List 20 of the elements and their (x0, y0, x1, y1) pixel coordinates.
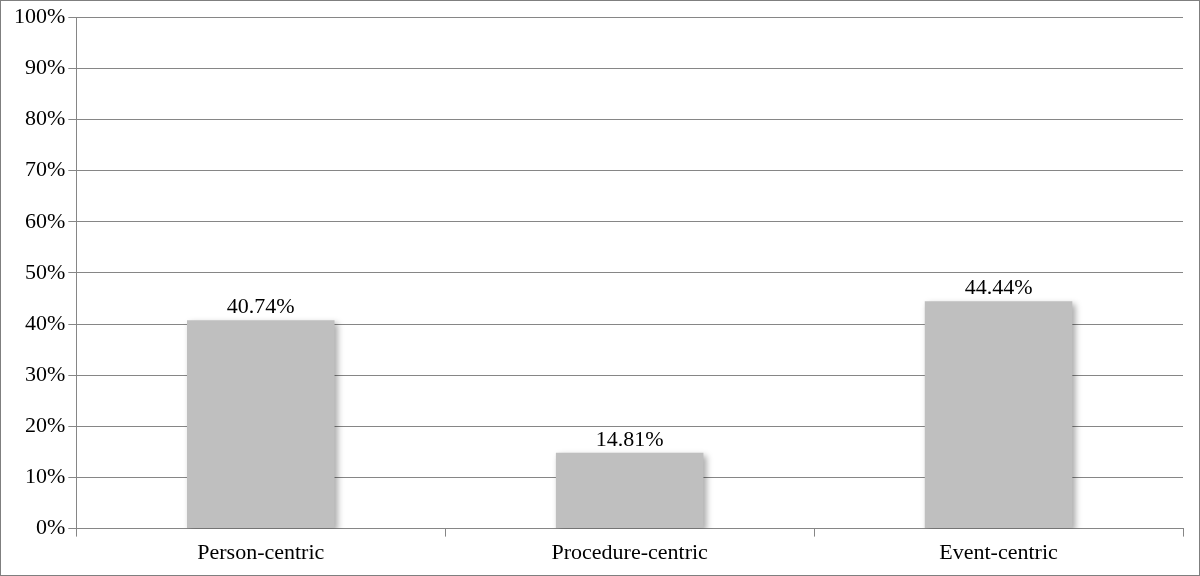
y-tick-label: 0% (36, 514, 66, 540)
data-label: 14.81% (595, 425, 664, 451)
y-tick-label: 70% (25, 156, 66, 182)
data-label: 44.44% (964, 274, 1033, 300)
bar (555, 452, 704, 529)
y-tick-label: 80% (25, 105, 66, 131)
y-tick-label: 20% (25, 412, 66, 438)
y-tick-label: 30% (25, 360, 66, 386)
x-tick-label: Person-centric (197, 538, 325, 564)
data-label: 40.74% (226, 293, 295, 319)
y-tick-label: 50% (25, 258, 66, 284)
y-tick-label: 90% (25, 54, 66, 80)
y-tick-label: 40% (25, 309, 66, 335)
bar (186, 320, 335, 529)
y-tick-label: 10% (25, 463, 66, 489)
x-tick-label: Event-centric (939, 538, 1059, 564)
y-tick-label: 60% (25, 207, 66, 233)
y-tick-label: 100% (14, 2, 66, 28)
bar (924, 301, 1073, 529)
x-tick-label: Procedure-centric (551, 538, 709, 564)
